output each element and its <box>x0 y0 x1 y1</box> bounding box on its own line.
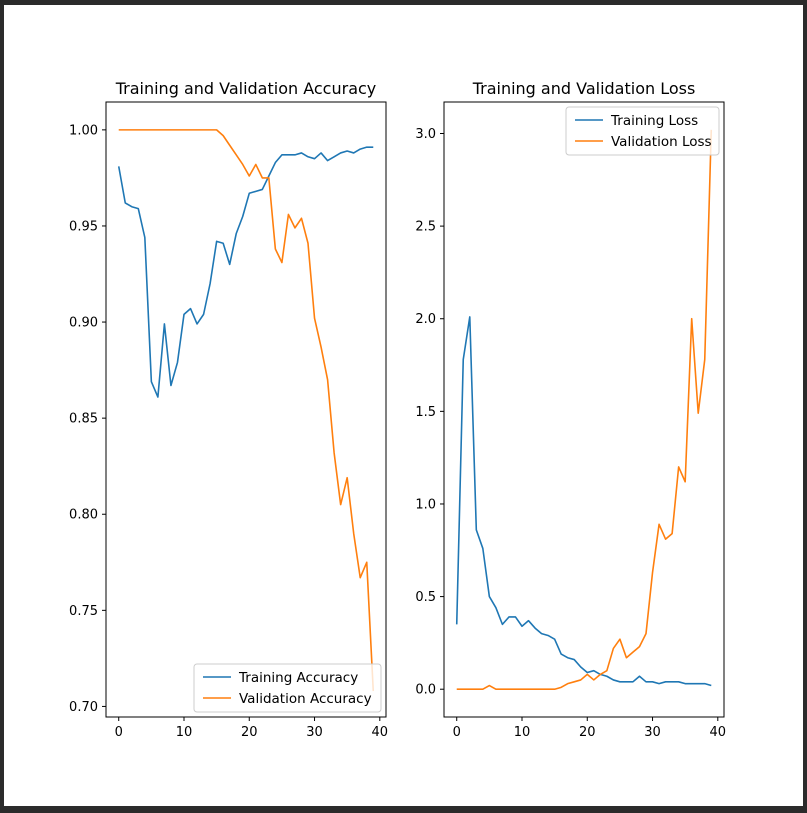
x-tick-label: 30 <box>306 725 323 740</box>
series-line-training <box>117 146 374 398</box>
y-tick-label: 0.90 <box>69 316 98 331</box>
legend: Training Accuracy Validation Accuracy <box>193 663 382 713</box>
legend-label: Validation Loss <box>611 134 712 150</box>
legend-label: Training Loss <box>610 113 698 129</box>
loss-plot: Training and Validation Loss 0 10 20 30 40 0.… <box>415 79 726 740</box>
y-tick-label: 1.00 <box>69 123 98 138</box>
y-tick-label: 0.0 <box>415 683 436 698</box>
x-tick-label: 10 <box>514 725 531 740</box>
x-tick-label: 40 <box>710 725 727 740</box>
axes-frame <box>443 101 725 718</box>
series-line-validation <box>118 129 375 692</box>
figure-canvas: Training and Validation Accuracy 0 10 20 30… <box>69 79 726 740</box>
x-tick-label: 20 <box>241 725 258 740</box>
y-tick-label: 0.75 <box>69 604 98 619</box>
y-tick-label: 0.5 <box>415 590 436 605</box>
loss-plot-title: Training and Validation Loss <box>472 79 696 98</box>
y-tick-label: 2.5 <box>415 220 436 235</box>
y-tick-label: 1.5 <box>415 405 436 420</box>
axes-frame <box>105 101 387 718</box>
x-tick-label: 30 <box>644 725 661 740</box>
legend-label: Training Accuracy <box>238 670 358 686</box>
x-tick-label: 10 <box>176 725 193 740</box>
x-tick-label: 0 <box>453 725 461 740</box>
legend-box <box>193 663 382 713</box>
y-tick-label: 0.80 <box>69 508 98 523</box>
x-tick-label: 40 <box>372 725 389 740</box>
accuracy-plot-title: Training and Validation Accuracy <box>115 79 377 98</box>
x-tick-label: 0 <box>115 725 123 740</box>
series-line-training <box>455 316 712 687</box>
legend-box <box>565 106 720 156</box>
legend: Training Loss Validation Loss <box>565 106 720 156</box>
y-tick-label: 1.0 <box>415 497 436 512</box>
y-tick-label: 0.70 <box>69 700 98 715</box>
y-tick-label: 3.0 <box>415 127 436 142</box>
y-tick-label: 2.0 <box>415 312 436 327</box>
y-tick-label: 0.85 <box>69 412 98 427</box>
legend-label: Validation Accuracy <box>239 691 372 707</box>
y-tick-label: 0.95 <box>69 219 98 234</box>
x-tick-label: 20 <box>579 725 596 740</box>
accuracy-plot: Training and Validation Accuracy 0 10 20 30… <box>69 79 388 740</box>
figure-frame: Training and Validation Accuracy 0 10 20 30… <box>4 5 803 806</box>
series-line-validation <box>456 129 713 691</box>
